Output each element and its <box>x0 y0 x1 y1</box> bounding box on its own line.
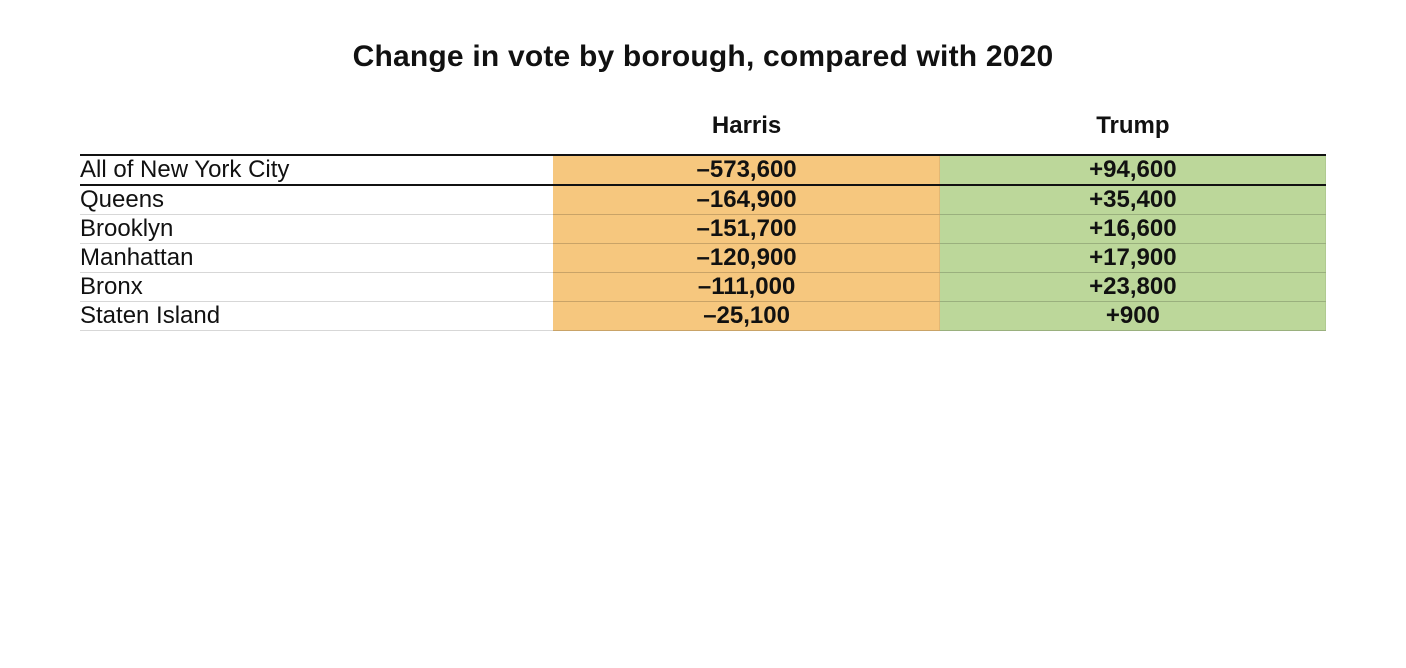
row-label: Staten Island <box>80 302 553 331</box>
table-row: Bronx –111,000 +23,800 <box>80 273 1326 302</box>
trump-value: +16,600 <box>940 215 1326 244</box>
harris-value: –120,900 <box>553 244 939 273</box>
harris-value: –151,700 <box>553 215 939 244</box>
table-row: All of New York City –573,600 +94,600 <box>80 155 1326 185</box>
harris-value: –573,600 <box>553 155 939 185</box>
row-label: All of New York City <box>80 155 553 185</box>
trump-value: +94,600 <box>940 155 1326 185</box>
harris-value: –25,100 <box>553 302 939 331</box>
row-label: Bronx <box>80 273 553 302</box>
harris-value: –111,000 <box>553 273 939 302</box>
table-row: Brooklyn –151,700 +16,600 <box>80 215 1326 244</box>
harris-value: –164,900 <box>553 185 939 215</box>
table-row: Staten Island –25,100 +900 <box>80 302 1326 331</box>
col-header-borough <box>80 102 553 155</box>
vote-change-table: Harris Trump All of New York City –573,6… <box>80 102 1326 331</box>
row-label: Brooklyn <box>80 215 553 244</box>
table-row: Queens –164,900 +35,400 <box>80 185 1326 215</box>
trump-value: +900 <box>940 302 1326 331</box>
col-header-trump: Trump <box>940 102 1326 155</box>
table-row: Manhattan –120,900 +17,900 <box>80 244 1326 273</box>
row-label: Queens <box>80 185 553 215</box>
col-header-harris: Harris <box>553 102 939 155</box>
trump-value: +17,900 <box>940 244 1326 273</box>
trump-value: +35,400 <box>940 185 1326 215</box>
trump-value: +23,800 <box>940 273 1326 302</box>
table-header-row: Harris Trump <box>80 102 1326 155</box>
chart-title: Change in vote by borough, compared with… <box>80 40 1326 74</box>
row-label: Manhattan <box>80 244 553 273</box>
